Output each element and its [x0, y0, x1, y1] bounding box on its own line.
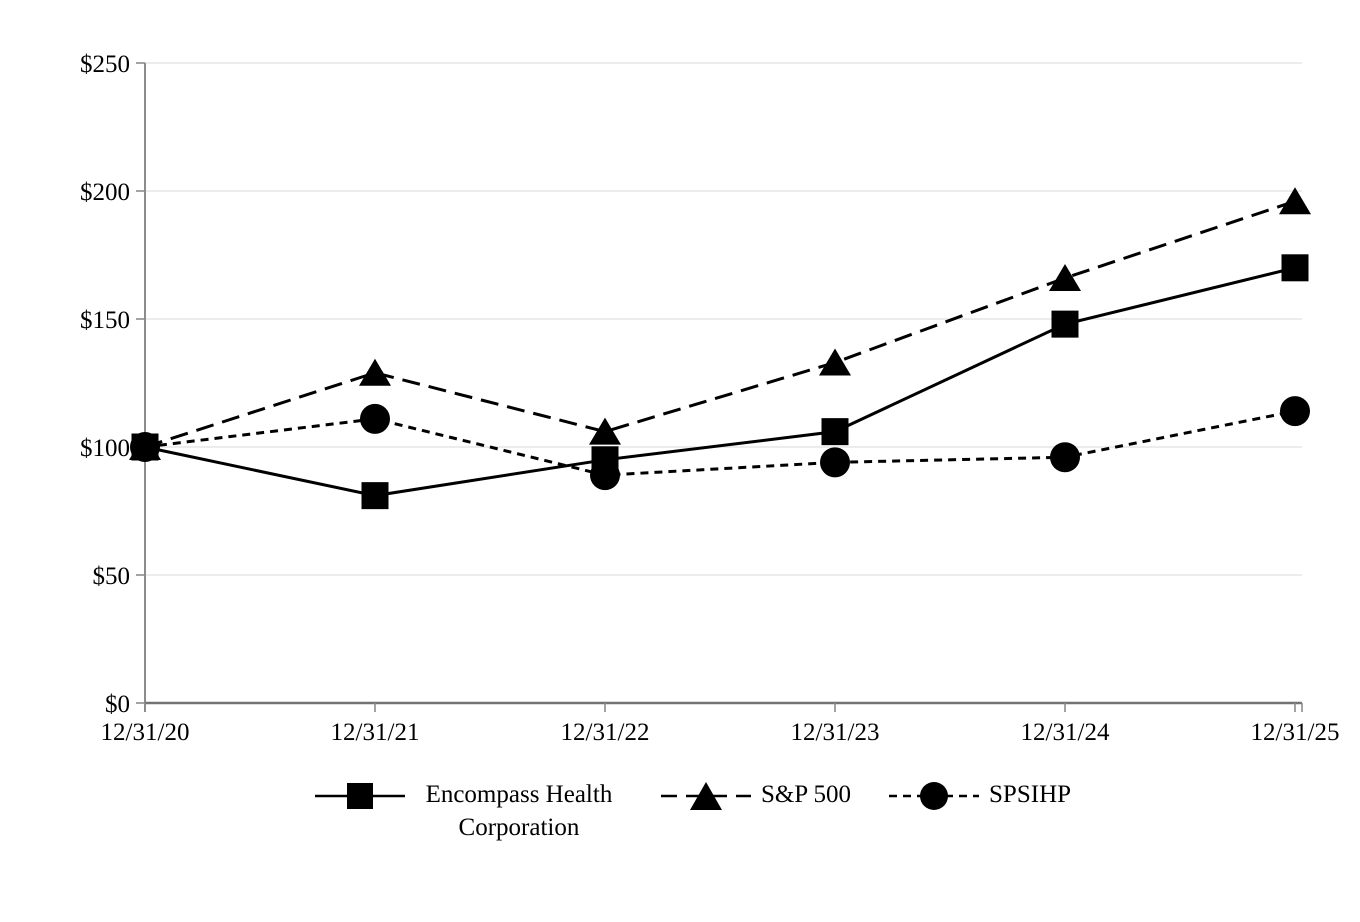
- gridlines: [145, 62, 1302, 576]
- square-marker-icon: [314, 783, 405, 809]
- chart-legend: Encompass Health Corporation S&P 500 SPS…: [0, 779, 1360, 844]
- legend-item-encompass-health: Encompass Health Corporation: [314, 779, 623, 844]
- triangle-marker-icon: [660, 782, 751, 810]
- x-axis-tick-label: 12/31/20: [101, 719, 190, 746]
- legend-label-sp500: S&P 500: [760, 781, 852, 808]
- performance-line-chart: $0 $50 $100 $150 $200 $250 12/31/20 12/31/21 12/…: [80, 51, 1339, 746]
- triangle-data-marker: [589, 417, 621, 445]
- square-data-marker: [591, 446, 619, 474]
- y-axis-tick-label: $150: [80, 307, 130, 334]
- data-series: [129, 187, 1311, 510]
- square-data-marker: [1281, 254, 1309, 282]
- series-line-square: [144, 266, 1296, 498]
- x-axis-tick-label: 12/31/25: [1251, 719, 1340, 746]
- y-axis-tick-label: $250: [80, 51, 130, 78]
- triangle-data-marker: [1279, 187, 1311, 215]
- x-axis-tick-label: 12/31/23: [791, 719, 880, 746]
- circle-marker-icon: [889, 782, 980, 810]
- square-data-marker: [821, 418, 849, 446]
- axes: [136, 62, 1303, 712]
- x-axis-tick-label: 12/31/24: [1021, 719, 1110, 746]
- circle-data-marker: [1280, 396, 1310, 427]
- circle-data-marker: [820, 447, 850, 478]
- square-data-marker: [131, 433, 159, 461]
- legend-label-spsihp: SPSIHP: [989, 781, 1072, 808]
- x-axis-tick-label: 12/31/21: [331, 719, 420, 746]
- triangle-data-marker: [359, 358, 391, 386]
- series-line-triangle: [144, 199, 1296, 449]
- series-line-circle: [144, 409, 1296, 477]
- square-data-marker: [361, 482, 389, 510]
- y-axis-tick-label: $50: [93, 563, 131, 590]
- square-data-marker: [1051, 310, 1079, 338]
- legend-item-spsihp: SPSIHP: [889, 779, 1071, 813]
- circle-data-marker: [360, 403, 390, 434]
- legend-item-sp500: S&P 500: [660, 779, 852, 813]
- y-axis-tick-label: $0: [105, 691, 130, 718]
- triangle-data-marker: [819, 348, 851, 376]
- circle-data-marker: [1050, 442, 1080, 473]
- axis-labels: $0 $50 $100 $150 $200 $250 12/31/20 12/31/21 12/…: [80, 51, 1339, 746]
- y-axis-tick-label: $200: [80, 179, 130, 206]
- x-axis-tick-label: 12/31/22: [561, 719, 650, 746]
- triangle-data-marker: [1049, 264, 1081, 292]
- y-axis-tick-label: $100: [80, 435, 130, 462]
- legend-label-encompass-health: Encompass Health Corporation: [425, 781, 613, 841]
